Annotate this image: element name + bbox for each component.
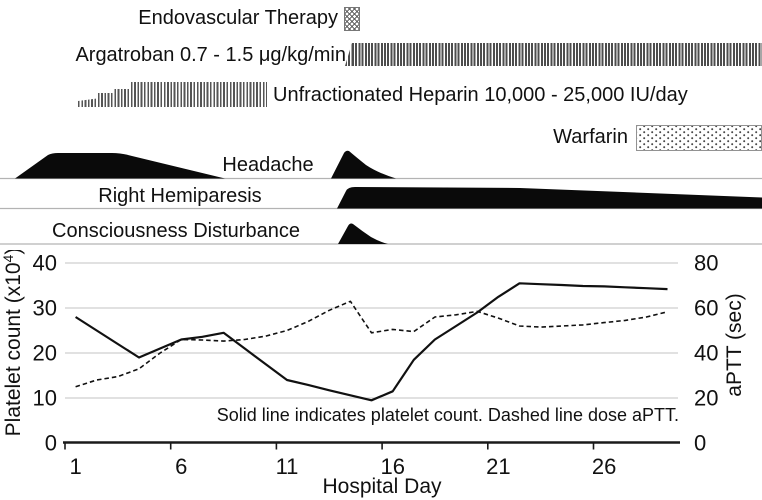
x-tick-label: 6 (175, 454, 187, 479)
left-tick-label: 20 (33, 341, 57, 366)
right-tick-label: 60 (694, 296, 718, 321)
right-axis-tick-labels: 0 20 40 60 80 (694, 251, 718, 456)
symptom-timeline-graphic (0, 150, 762, 245)
argatroban-bar (352, 43, 762, 66)
right-tick-label: 20 (694, 386, 718, 411)
left-axis-title: Platelet count (x104) (0, 250, 25, 436)
x-tick-label: 11 (276, 454, 299, 479)
argatroban-bar-ramp (345, 43, 352, 66)
x-tick-label: 26 (592, 454, 616, 479)
endovascular-therapy-bar (344, 7, 360, 31)
hemiparesis-shape (337, 187, 762, 209)
consciousness-label: Consciousness Disturbance (52, 220, 300, 242)
right-tick-label: 40 (694, 341, 718, 366)
platelet-count-line (75, 282, 668, 402)
heparin-bar (78, 82, 267, 107)
legend-annotation: Solid line indicates platelet count. Das… (217, 405, 679, 425)
left-tick-label: 0 (45, 431, 57, 456)
argatroban-label: Argatroban 0.7 - 1.5 μg/kg/min (75, 44, 346, 66)
consciousness-shape (338, 223, 388, 244)
x-axis-tick-labels: 1 6 11 16 21 26 (69, 454, 616, 479)
x-axis-title: Hospital Day (322, 475, 442, 498)
right-axis-title: aPTT (sec) (723, 293, 746, 396)
x-tick-label: 1 (69, 454, 81, 479)
left-tick-label: 30 (33, 296, 57, 321)
left-axis-tick-labels: 0 10 20 30 40 (33, 251, 57, 456)
data-series-lines (75, 282, 668, 402)
left-tick-label: 40 (33, 251, 57, 276)
right-tick-label: 0 (694, 431, 706, 456)
warfarin-label: Warfarin (553, 126, 628, 148)
x-tick-label: 16 (380, 454, 404, 479)
left-axis-title-text: Platelet count (x104) (0, 250, 25, 436)
hemiparesis-label: Right Hemiparesis (98, 185, 262, 207)
aptt-line (75, 300, 668, 388)
x-tick-label: 21 (486, 454, 510, 479)
right-tick-label: 80 (694, 251, 718, 276)
heparin-label: Unfractionated Heparin 10,000 - 25,000 I… (273, 84, 688, 106)
headache-episode2-shape (331, 150, 396, 179)
headache-label: Headache (222, 154, 314, 176)
endovascular-therapy-label: Endovascular Therapy (138, 7, 338, 29)
gridlines (65, 262, 678, 399)
x-axis-ticks (64, 442, 595, 450)
headache-episode1-shape (15, 153, 225, 179)
left-tick-label: 10 (33, 386, 57, 411)
